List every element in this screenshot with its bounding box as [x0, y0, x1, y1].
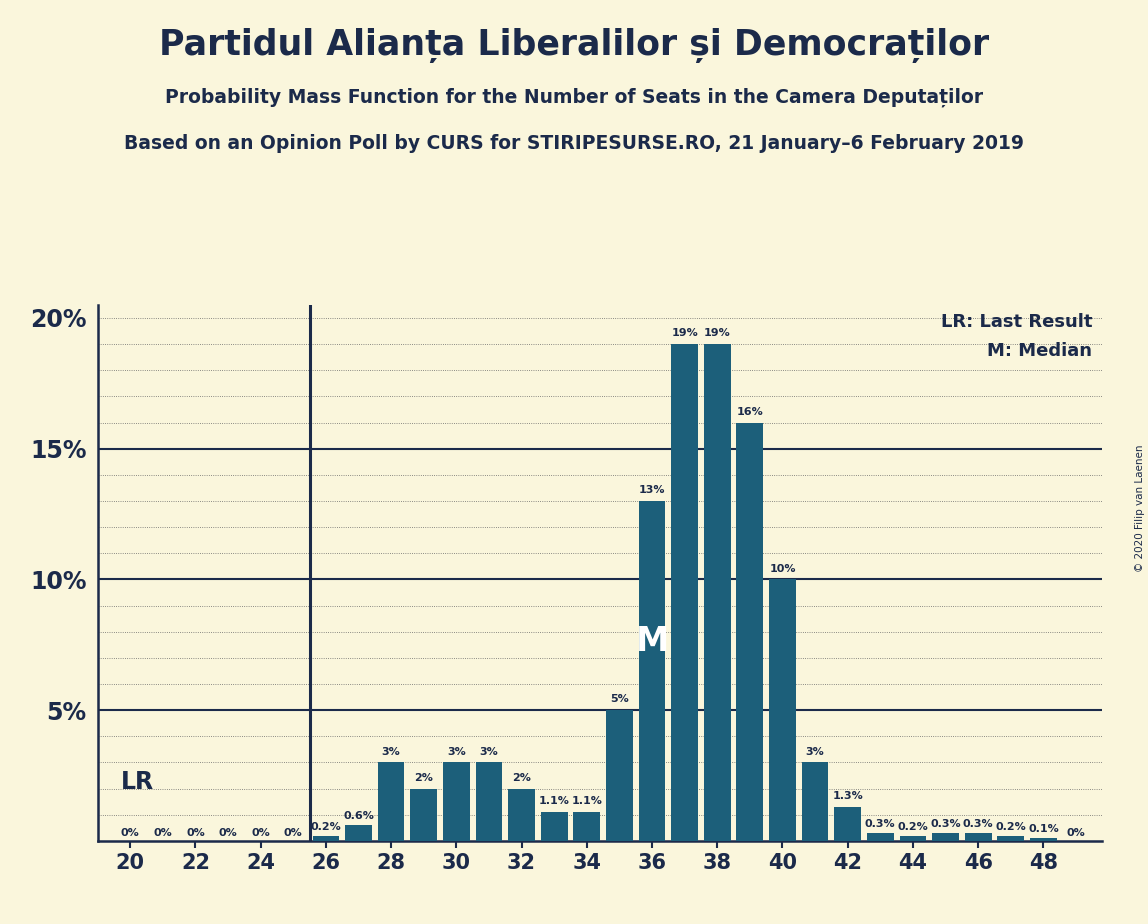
Bar — [932, 833, 959, 841]
Text: 0%: 0% — [186, 828, 204, 838]
Text: 0%: 0% — [251, 828, 270, 838]
Text: 19%: 19% — [672, 328, 698, 338]
Bar — [964, 833, 992, 841]
Bar — [998, 835, 1024, 841]
Text: 0.2%: 0.2% — [898, 821, 929, 832]
Bar — [672, 344, 698, 841]
Bar — [1030, 838, 1057, 841]
Text: 2%: 2% — [414, 772, 433, 783]
Bar — [378, 762, 404, 841]
Text: LR: LR — [121, 770, 154, 794]
Text: 0.2%: 0.2% — [995, 821, 1026, 832]
Text: M: M — [635, 625, 668, 658]
Text: 0%: 0% — [284, 828, 303, 838]
Text: 1.3%: 1.3% — [832, 791, 863, 801]
Text: 0.3%: 0.3% — [930, 819, 961, 829]
Bar — [801, 762, 829, 841]
Text: 0%: 0% — [1066, 828, 1085, 838]
Text: 1.1%: 1.1% — [572, 796, 603, 807]
Bar — [835, 807, 861, 841]
Text: © 2020 Filip van Laenen: © 2020 Filip van Laenen — [1135, 444, 1145, 572]
Text: 0.1%: 0.1% — [1027, 824, 1058, 834]
Bar — [475, 762, 503, 841]
Bar — [509, 788, 535, 841]
Text: 0.6%: 0.6% — [343, 811, 374, 821]
Bar — [573, 812, 600, 841]
Text: M: Median: M: Median — [987, 343, 1092, 360]
Text: 3%: 3% — [480, 747, 498, 757]
Bar — [312, 835, 340, 841]
Bar — [737, 422, 763, 841]
Bar — [867, 833, 893, 841]
Text: 0%: 0% — [218, 828, 238, 838]
Text: 0.3%: 0.3% — [864, 819, 895, 829]
Bar — [346, 825, 372, 841]
Text: 5%: 5% — [610, 694, 629, 704]
Bar — [541, 812, 567, 841]
Text: LR: Last Result: LR: Last Result — [941, 313, 1092, 331]
Text: 2%: 2% — [512, 772, 532, 783]
Text: 1.1%: 1.1% — [538, 796, 569, 807]
Text: 19%: 19% — [704, 328, 730, 338]
Bar — [769, 579, 796, 841]
Bar — [900, 835, 926, 841]
Text: 3%: 3% — [806, 747, 824, 757]
Bar — [410, 788, 437, 841]
Text: Probability Mass Function for the Number of Seats in the Camera Deputaților: Probability Mass Function for the Number… — [165, 88, 983, 107]
Text: 13%: 13% — [638, 485, 665, 495]
Text: 0.2%: 0.2% — [310, 821, 341, 832]
Bar — [704, 344, 730, 841]
Bar — [443, 762, 470, 841]
Text: 3%: 3% — [447, 747, 466, 757]
Text: 0%: 0% — [154, 828, 172, 838]
Text: 10%: 10% — [769, 564, 796, 574]
Text: Partidul Alianța Liberalilor și Democraților: Partidul Alianța Liberalilor și Democraț… — [158, 28, 990, 63]
Text: Based on an Opinion Poll by CURS for STIRIPESURSE.RO, 21 January–6 February 2019: Based on an Opinion Poll by CURS for STI… — [124, 134, 1024, 153]
Text: 0.3%: 0.3% — [963, 819, 993, 829]
Text: 16%: 16% — [737, 407, 763, 417]
Text: 3%: 3% — [382, 747, 401, 757]
Text: 0%: 0% — [121, 828, 140, 838]
Bar — [638, 501, 666, 841]
Bar — [606, 711, 633, 841]
